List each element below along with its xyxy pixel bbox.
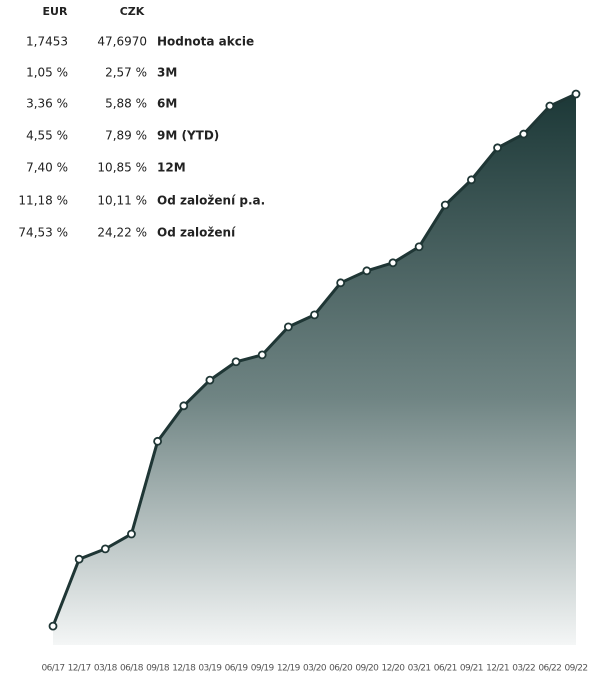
x-tick-label: 06/20 (329, 664, 353, 674)
row-label: 3M (157, 66, 177, 80)
czk-value: 2,57 % (105, 66, 147, 80)
eur-value: 74,53 % (18, 226, 68, 240)
czk-value: 24,22 % (97, 226, 147, 240)
x-tick-label: 03/21 (408, 664, 431, 674)
point (205, 375, 215, 385)
point (127, 529, 136, 539)
x-tick-label: 06/17 (42, 664, 65, 674)
point (519, 129, 529, 139)
point (283, 322, 293, 332)
x-tick-label: 03/18 (94, 664, 118, 674)
row-label: 12M (157, 161, 186, 175)
x-tick-label: 03/22 (512, 664, 535, 674)
czk-value: 7,89 % (105, 129, 147, 143)
point (74, 554, 84, 564)
row-label: 6M (157, 97, 177, 111)
header-eur: EUR (43, 5, 68, 18)
point (466, 175, 476, 185)
eur-value: 7,40 % (26, 161, 68, 175)
x-tick-label: 12/17 (68, 664, 91, 674)
eur-value: 3,36 % (26, 97, 68, 111)
czk-value: 10,11 % (97, 194, 147, 208)
x-tick-label: 09/20 (355, 664, 379, 674)
eur-value: 11,18 % (18, 194, 68, 208)
x-tick-label: 12/18 (172, 664, 196, 674)
point (48, 621, 58, 631)
x-tick-label: 06/19 (225, 664, 249, 674)
point (362, 266, 372, 276)
x-tick-label: 06/18 (120, 664, 144, 674)
row-label: Od založení p.a. (157, 194, 265, 208)
eur-value: 1,7453 (26, 35, 68, 49)
x-tick-label: 12/19 (277, 664, 301, 674)
row-label: Hodnota akcie (157, 35, 254, 49)
point (571, 89, 581, 99)
x-tick-label: 09/21 (460, 664, 483, 674)
point (179, 401, 189, 411)
eur-value: 1,05 % (26, 66, 68, 80)
point (414, 242, 424, 252)
point (100, 544, 110, 554)
x-tick-label: 06/21 (434, 664, 457, 674)
eur-value: 4,55 % (26, 129, 68, 143)
x-tick-label: 09/18 (146, 664, 170, 674)
point (336, 278, 346, 288)
x-tick-label: 09/19 (251, 664, 275, 674)
x-tick-label: 03/19 (198, 664, 222, 674)
row-label: Od založení (157, 226, 236, 240)
x-tick-label: 09/22 (565, 664, 588, 674)
point (388, 258, 398, 268)
row-label: 9M (YTD) (157, 129, 219, 143)
x-tick-label: 06/22 (538, 664, 561, 674)
czk-value: 5,88 % (105, 97, 147, 111)
point (310, 310, 319, 320)
point (231, 357, 241, 367)
point (153, 436, 163, 446)
point (257, 350, 267, 360)
x-tick-label: 03/20 (303, 664, 327, 674)
area-fill (53, 94, 576, 646)
point (545, 101, 555, 111)
point (440, 200, 450, 210)
czk-value: 47,6970 (97, 35, 147, 49)
czk-value: 10,85 % (97, 161, 147, 175)
header-czk: CZK (120, 5, 145, 18)
x-tick-label: 12/21 (486, 664, 509, 674)
x-tick-label: 12/20 (381, 664, 405, 674)
point (493, 143, 502, 153)
